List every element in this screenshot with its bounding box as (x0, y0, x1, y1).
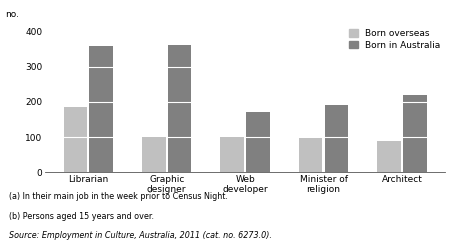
Text: (b) Persons aged 15 years and over.: (b) Persons aged 15 years and over. (9, 212, 154, 221)
Bar (221, 137, 244, 172)
Bar (247, 112, 270, 172)
Text: no.: no. (5, 10, 20, 19)
Bar (168, 45, 192, 172)
Bar (403, 95, 427, 172)
Bar (377, 140, 401, 172)
Text: (a) In their main job in the week prior to Census Night.: (a) In their main job in the week prior … (9, 192, 228, 201)
Bar (64, 107, 87, 172)
Legend: Born overseas, Born in Australia: Born overseas, Born in Australia (349, 29, 440, 50)
Bar (142, 137, 166, 172)
Bar (89, 46, 113, 172)
Text: Source: Employment in Culture, Australia, 2011 (cat. no. 6273.0).: Source: Employment in Culture, Australia… (9, 231, 272, 240)
Bar (325, 106, 348, 172)
Bar (299, 138, 322, 172)
